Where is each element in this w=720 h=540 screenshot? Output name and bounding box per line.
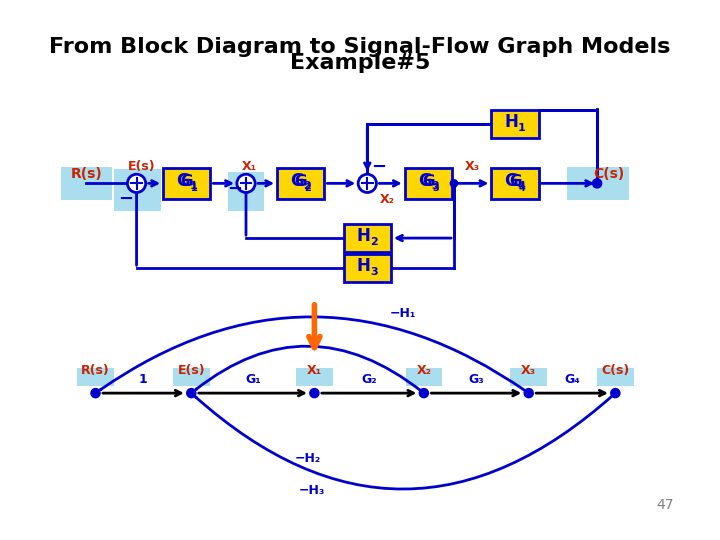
- Circle shape: [127, 174, 145, 192]
- Text: H: H: [356, 227, 371, 245]
- Circle shape: [358, 174, 377, 192]
- FancyBboxPatch shape: [61, 167, 112, 200]
- FancyBboxPatch shape: [173, 368, 210, 386]
- Text: G: G: [418, 172, 431, 190]
- Text: −H₃: −H₃: [299, 484, 325, 497]
- FancyBboxPatch shape: [296, 368, 333, 386]
- Text: 1: 1: [191, 183, 197, 193]
- Text: X₂: X₂: [416, 364, 431, 377]
- Text: G: G: [505, 172, 518, 190]
- Text: From Block Diagram to Signal-Flow Graph Models: From Block Diagram to Signal-Flow Graph …: [49, 37, 671, 57]
- Circle shape: [91, 389, 100, 397]
- Text: −H₂: −H₂: [294, 453, 320, 465]
- FancyBboxPatch shape: [277, 168, 325, 199]
- Circle shape: [524, 389, 534, 397]
- Text: 1: 1: [189, 181, 197, 191]
- FancyBboxPatch shape: [228, 172, 264, 211]
- FancyArrowPatch shape: [196, 395, 613, 489]
- Text: Example#5: Example#5: [290, 53, 430, 73]
- Text: −: −: [371, 158, 386, 176]
- FancyBboxPatch shape: [343, 254, 391, 282]
- Text: −: −: [118, 190, 133, 208]
- Text: G₁: G₁: [245, 373, 261, 386]
- Circle shape: [186, 389, 196, 397]
- Text: G: G: [509, 174, 521, 189]
- Text: 2: 2: [370, 237, 377, 247]
- FancyBboxPatch shape: [114, 169, 161, 211]
- Text: 1: 1: [518, 123, 526, 133]
- Text: E(s): E(s): [177, 364, 205, 377]
- FancyBboxPatch shape: [343, 225, 391, 252]
- Text: R(s): R(s): [81, 364, 110, 377]
- Text: C(s): C(s): [593, 167, 624, 181]
- Text: G: G: [294, 174, 307, 189]
- Text: 4: 4: [518, 181, 526, 191]
- Text: 3: 3: [432, 183, 439, 193]
- Text: G: G: [181, 174, 193, 189]
- FancyArrowPatch shape: [196, 346, 422, 391]
- Text: 3: 3: [431, 181, 438, 191]
- Text: G: G: [290, 172, 304, 190]
- Text: X₃: X₃: [521, 364, 536, 377]
- Text: G: G: [176, 172, 190, 190]
- Text: E(s): E(s): [128, 160, 156, 173]
- Circle shape: [611, 389, 620, 397]
- Text: 2: 2: [305, 183, 311, 193]
- Text: 47: 47: [657, 498, 674, 512]
- Text: −H₁: −H₁: [390, 307, 416, 320]
- Text: R(s): R(s): [71, 167, 102, 181]
- Text: G: G: [422, 174, 435, 189]
- Text: 2: 2: [303, 181, 311, 191]
- Text: G₃: G₃: [469, 373, 484, 386]
- Circle shape: [593, 179, 602, 188]
- Text: 1: 1: [139, 373, 148, 386]
- Text: 4: 4: [519, 183, 526, 193]
- FancyBboxPatch shape: [491, 168, 539, 199]
- FancyBboxPatch shape: [405, 168, 452, 199]
- Text: H: H: [505, 113, 518, 131]
- FancyBboxPatch shape: [405, 368, 442, 386]
- FancyBboxPatch shape: [77, 368, 114, 386]
- Text: X₁: X₁: [307, 364, 322, 377]
- FancyBboxPatch shape: [491, 110, 539, 138]
- FancyBboxPatch shape: [510, 368, 547, 386]
- Text: −: −: [228, 180, 243, 198]
- FancyBboxPatch shape: [597, 368, 634, 386]
- Text: H: H: [356, 258, 371, 275]
- Text: G₄: G₄: [564, 373, 580, 386]
- Circle shape: [310, 389, 319, 397]
- Text: G₂: G₂: [361, 373, 377, 386]
- Text: 3: 3: [370, 267, 377, 277]
- FancyBboxPatch shape: [567, 167, 629, 200]
- Text: X₂: X₂: [380, 193, 395, 206]
- Text: X₃: X₃: [464, 160, 480, 173]
- FancyBboxPatch shape: [163, 168, 210, 199]
- Text: X₁: X₁: [242, 160, 257, 173]
- Text: C(s): C(s): [601, 364, 629, 377]
- Circle shape: [237, 174, 255, 192]
- FancyArrowPatch shape: [100, 317, 526, 392]
- Circle shape: [419, 389, 428, 397]
- Circle shape: [450, 180, 458, 187]
